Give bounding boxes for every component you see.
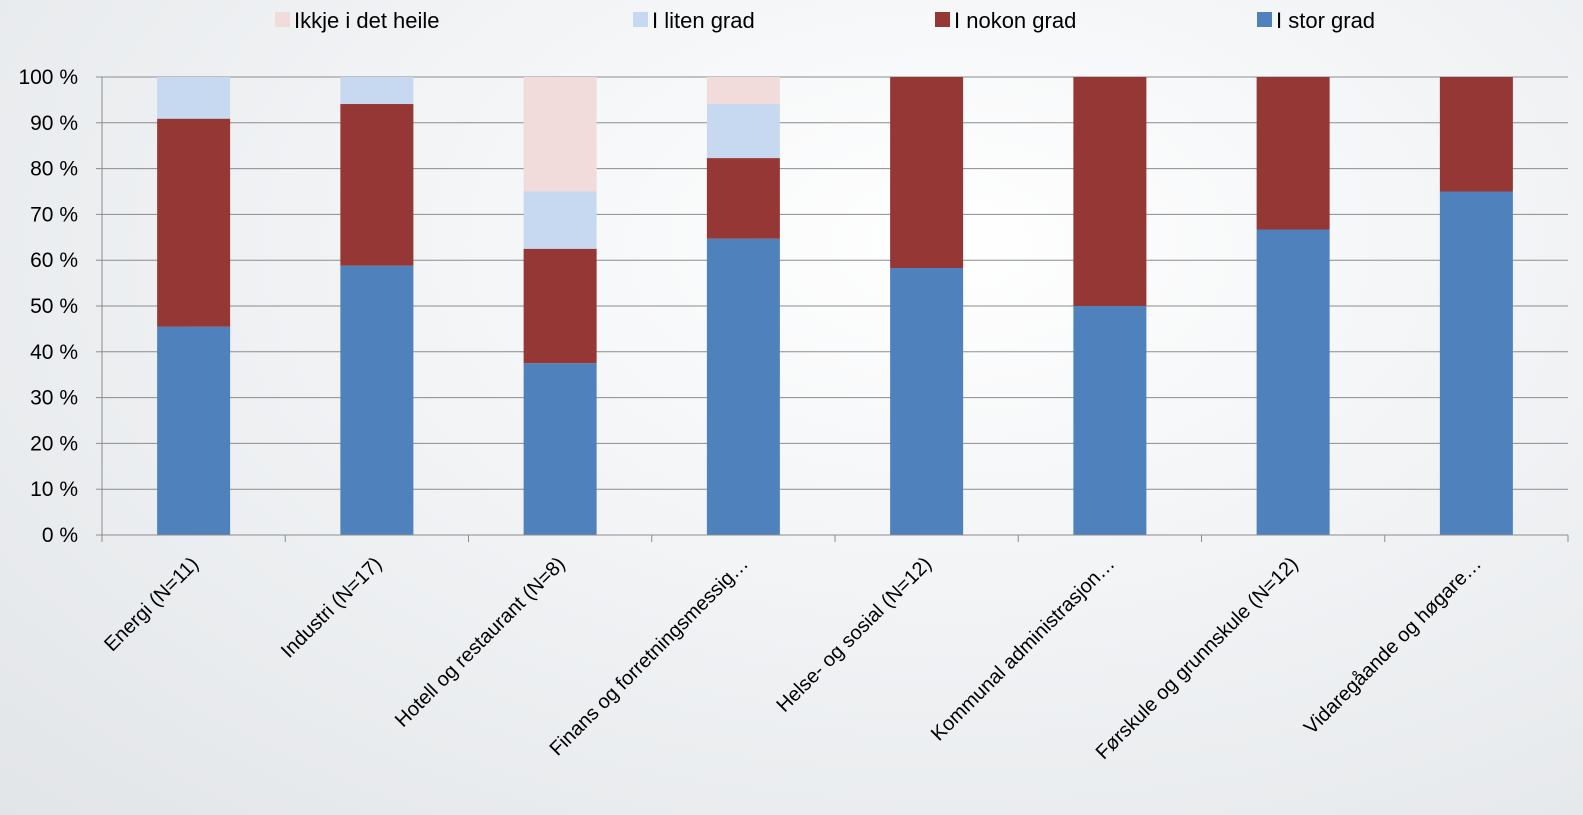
y-tick-label: 60 % [30,249,78,272]
legend-swatch [633,12,648,27]
bars [157,77,1513,535]
legend-swatch [935,12,950,27]
bar-segment-i-liten-grad [523,191,597,249]
bar-segment-i-nokon-grad [890,77,964,268]
bar-segment-i-liten-grad [706,104,780,159]
bar-segment-i-nokon-grad [706,158,780,239]
x-category-label: Vidaregåande og høgare… [1300,553,1486,739]
legend-label: I nokon grad [954,8,1076,33]
bar-segment-i-nokon-grad [157,118,231,327]
bar-segment-i-nokon-grad [340,104,414,266]
x-category-label: Helse- og sosial (N=12) [772,553,936,717]
bar-segment-i-liten-grad [157,77,231,119]
bar-segment-i-stor-grad [890,267,964,535]
bar-segment-i-stor-grad [157,326,231,535]
bar-segment-i-stor-grad [340,265,414,535]
y-tick-label: 40 % [30,341,78,364]
legend-label: Ikkje i det heile [294,8,440,33]
bar-segment-i-stor-grad [1073,306,1147,535]
y-tick-label: 100 % [18,66,78,89]
y-tick-label: 0 % [42,524,78,547]
x-category-label: Industri (N=17) [277,553,386,662]
bar-segment-i-nokon-grad [1439,77,1513,192]
bar-segment-i-stor-grad [1256,229,1330,535]
y-tick-label: 90 % [30,112,78,135]
axes [101,77,1569,542]
bar-segment-i-stor-grad [706,238,780,535]
bar-segment-i-stor-grad [1439,191,1513,535]
y-tick-label: 50 % [30,295,78,318]
bar-segment-i-nokon-grad [1256,77,1330,230]
x-axis-labels: Energi (N=11) Industri (N=17) Hotell og re… [100,553,1486,764]
bar-segment-i-liten-grad [340,77,414,105]
y-tick-label: 70 % [30,203,78,226]
y-axis-ticks: 0 % 10 % 20 % 30 % 40 % 50 % 60 % 70 % 80 % 90 % 1… [18,66,102,547]
bar-segment-ikkje-i-det-heile [706,77,780,105]
y-tick-label: 10 % [30,478,78,501]
bar-segment-i-stor-grad [523,363,597,535]
x-category-label: Hotell og restaurant (N=8) [391,553,570,732]
gridlines [102,76,1568,490]
y-tick-label: 30 % [30,387,78,410]
x-category-label: Energi (N=11) [100,553,203,656]
bar-segment-ikkje-i-det-heile [523,77,597,192]
legend: Ikkje i det heile I liten grad I nokon gra… [275,8,1375,33]
x-category-label: Finans og forretningsmessig… [546,553,753,760]
bar-segment-i-nokon-grad [523,248,597,364]
legend-swatch [1257,12,1272,27]
y-tick-label: 80 % [30,158,78,181]
bar-segment-i-nokon-grad [1073,77,1147,306]
x-category-label: Førskule og grunnskule (N=12) [1092,553,1303,764]
legend-label: I liten grad [652,8,755,33]
legend-label: I stor grad [1276,8,1375,33]
legend-swatch [275,12,290,27]
y-tick-label: 20 % [30,432,78,455]
x-category-label: Kommunal administrasjon… [927,553,1119,745]
